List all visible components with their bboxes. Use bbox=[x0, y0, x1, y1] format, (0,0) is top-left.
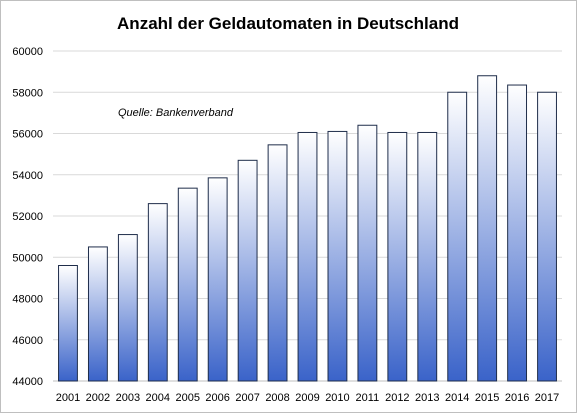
bar-2003 bbox=[117, 234, 138, 382]
x-tick-label: 2011 bbox=[356, 392, 380, 404]
bar-2017 bbox=[537, 91, 557, 382]
chart-title: Anzahl der Geldautomaten in Deutschland bbox=[117, 14, 459, 33]
y-tick-label: 50000 bbox=[12, 252, 43, 264]
bar-2004 bbox=[147, 203, 168, 382]
y-tick-label: 52000 bbox=[12, 211, 43, 223]
bar-2015 bbox=[477, 75, 498, 382]
x-tick-label: 2004 bbox=[146, 392, 170, 404]
y-tick-label: 58000 bbox=[12, 87, 43, 99]
y-axis-ticks: 44000 46000 48000 50000 52000 54000 56000 58000… bbox=[12, 46, 43, 388]
bar-2002 bbox=[87, 246, 108, 382]
bar-2014 bbox=[447, 91, 468, 382]
x-tick-label: 2007 bbox=[235, 392, 259, 404]
bar-2009 bbox=[297, 131, 318, 382]
x-tick-label: 2008 bbox=[265, 392, 289, 404]
y-tick-label: 48000 bbox=[12, 294, 43, 306]
x-tick-label: 2010 bbox=[325, 392, 349, 404]
x-tick-label: 2015 bbox=[475, 392, 499, 404]
bar-2008 bbox=[267, 144, 288, 382]
x-tick-label: 2002 bbox=[86, 392, 110, 404]
bar-2016 bbox=[507, 84, 528, 382]
x-tick-label: 2005 bbox=[175, 392, 199, 404]
x-tick-label: 2017 bbox=[535, 392, 559, 404]
bar-2001 bbox=[58, 265, 78, 382]
bar-2012 bbox=[387, 131, 408, 382]
x-tick-label: 2016 bbox=[505, 392, 529, 404]
y-tick-label: 54000 bbox=[12, 170, 43, 182]
bar-2010 bbox=[327, 130, 348, 382]
x-axis-ticks: 2001 2002 2003 2004 2005 2006 2007 2008 2009 2010… bbox=[56, 392, 560, 404]
bar-2006 bbox=[207, 177, 228, 382]
source-note: Quelle: Bankenverband bbox=[118, 107, 234, 119]
bar-2013 bbox=[417, 131, 438, 382]
x-tick-label: 2003 bbox=[116, 392, 140, 404]
y-tick-label: 60000 bbox=[12, 46, 43, 58]
x-tick-label: 2012 bbox=[385, 392, 409, 404]
x-tick-label: 2001 bbox=[56, 392, 80, 404]
x-tick-label: 2009 bbox=[295, 392, 319, 404]
bar-2005 bbox=[177, 187, 198, 382]
bar-2007 bbox=[237, 159, 258, 382]
y-tick-label: 56000 bbox=[12, 129, 43, 141]
x-tick-label: 2013 bbox=[415, 392, 439, 404]
bar-2011 bbox=[357, 124, 378, 382]
y-tick-label: 46000 bbox=[12, 335, 43, 347]
x-tick-label: 2014 bbox=[445, 392, 469, 404]
y-tick-label: 44000 bbox=[12, 376, 43, 388]
x-tick-label: 2006 bbox=[205, 392, 229, 404]
bars bbox=[58, 75, 557, 382]
